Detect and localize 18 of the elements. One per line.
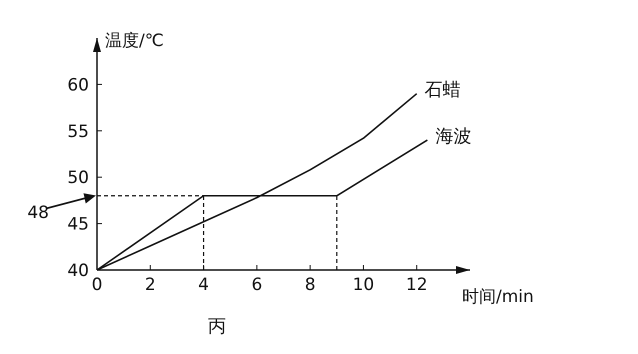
y-tick-label: 55 <box>67 122 89 142</box>
series-label: 海波 <box>435 126 472 148</box>
y-tick-label: 40 <box>67 261 89 281</box>
x-tick-label: 0 <box>92 275 102 295</box>
x-tick-label: 10 <box>352 275 374 295</box>
text: 丙 <box>208 316 226 337</box>
y-tick-label: 60 <box>67 75 89 96</box>
series-label: 石蜡 <box>424 80 461 101</box>
legend-label: 48 <box>27 202 49 223</box>
y-tick-label: 50 <box>67 168 89 188</box>
x-axis-title: 时间/min <box>462 287 534 307</box>
x-tick-label: 4 <box>198 275 209 295</box>
x-tick-label: 12 <box>406 275 428 295</box>
x-tick-label: 2 <box>144 275 156 295</box>
x-tick-label: 6 <box>251 275 262 295</box>
y-axis-title: 温度/℃ <box>105 31 164 51</box>
x-tick-label: 8 <box>304 275 316 295</box>
y-tick-label: 45 <box>67 214 89 235</box>
